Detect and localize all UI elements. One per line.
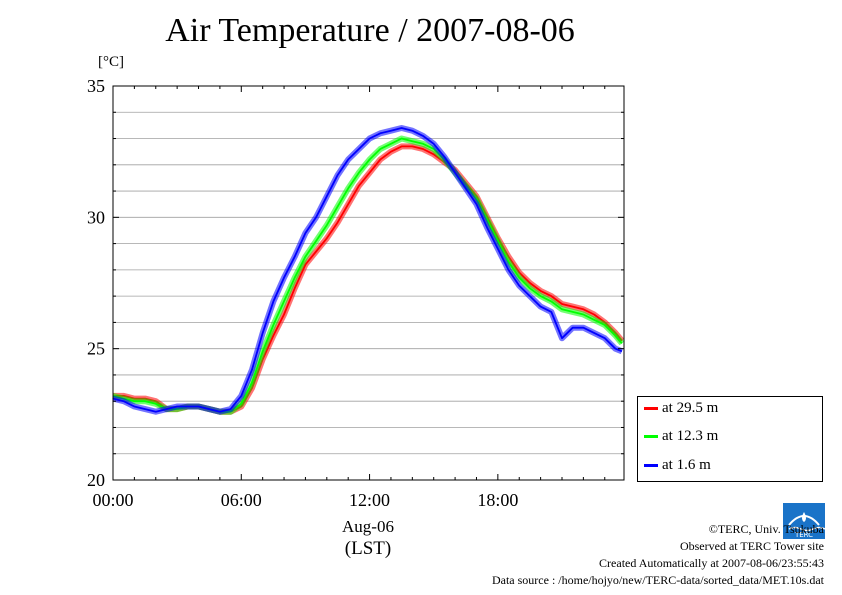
series-lines — [112, 125, 625, 415]
y-tick-label: 25 — [87, 339, 105, 359]
footer-data-source: Data source : /home/hojyo/new/TERC-data/… — [491, 573, 824, 587]
x-axis-date-label: Aug-06 — [342, 517, 394, 536]
legend-label: at 12.3 m — [662, 428, 719, 444]
footer-created: Created Automatically at 2007-08-06/23:5… — [599, 556, 824, 570]
legend-label: at 1.6 m — [662, 457, 711, 473]
chart-legend: at 29.5 m at 12.3 m at 1.6 m — [637, 396, 823, 482]
plot-frame — [112, 85, 625, 481]
y-tick-label: 30 — [87, 207, 105, 227]
x-axis-timezone-label: (LST) — [345, 538, 391, 559]
legend-item-1-6m: at 1.6 m — [644, 457, 711, 474]
series-line-0 — [113, 145, 623, 413]
x-tick-label: 06:00 — [221, 490, 262, 510]
legend-item-29-5m: at 29.5 m — [644, 400, 718, 417]
y-tick-label: 35 — [87, 76, 105, 96]
svg-text:TERC: TERC — [794, 531, 813, 539]
footer-observed: Observed at TERC Tower site — [679, 539, 824, 553]
axis-ticks: 20 25 30 35 00:00 06:00 12:00 18:00 — [87, 76, 624, 510]
series-line-2 — [112, 127, 623, 413]
legend-item-12-3m: at 12.3 m — [644, 428, 718, 445]
x-tick-label: 12:00 — [349, 490, 390, 510]
legend-label: at 29.5 m — [662, 400, 719, 416]
grid-lines — [113, 111, 624, 455]
terc-logo-icon: TERC — [783, 503, 826, 539]
legend-swatch-green — [644, 435, 658, 438]
y-axis-unit: [°C] — [98, 54, 124, 70]
series-band-0 — [113, 143, 625, 415]
y-tick-label: 20 — [87, 470, 105, 490]
chart-title: Air Temperature / 2007-08-06 — [165, 12, 575, 49]
x-tick-label: 00:00 — [92, 490, 133, 510]
legend-swatch-blue — [644, 464, 658, 467]
footer-copyright: ©TERC, Univ. Tsukuba — [708, 522, 824, 536]
legend-swatch-red — [644, 407, 658, 410]
x-tick-label: 18:00 — [477, 490, 518, 510]
